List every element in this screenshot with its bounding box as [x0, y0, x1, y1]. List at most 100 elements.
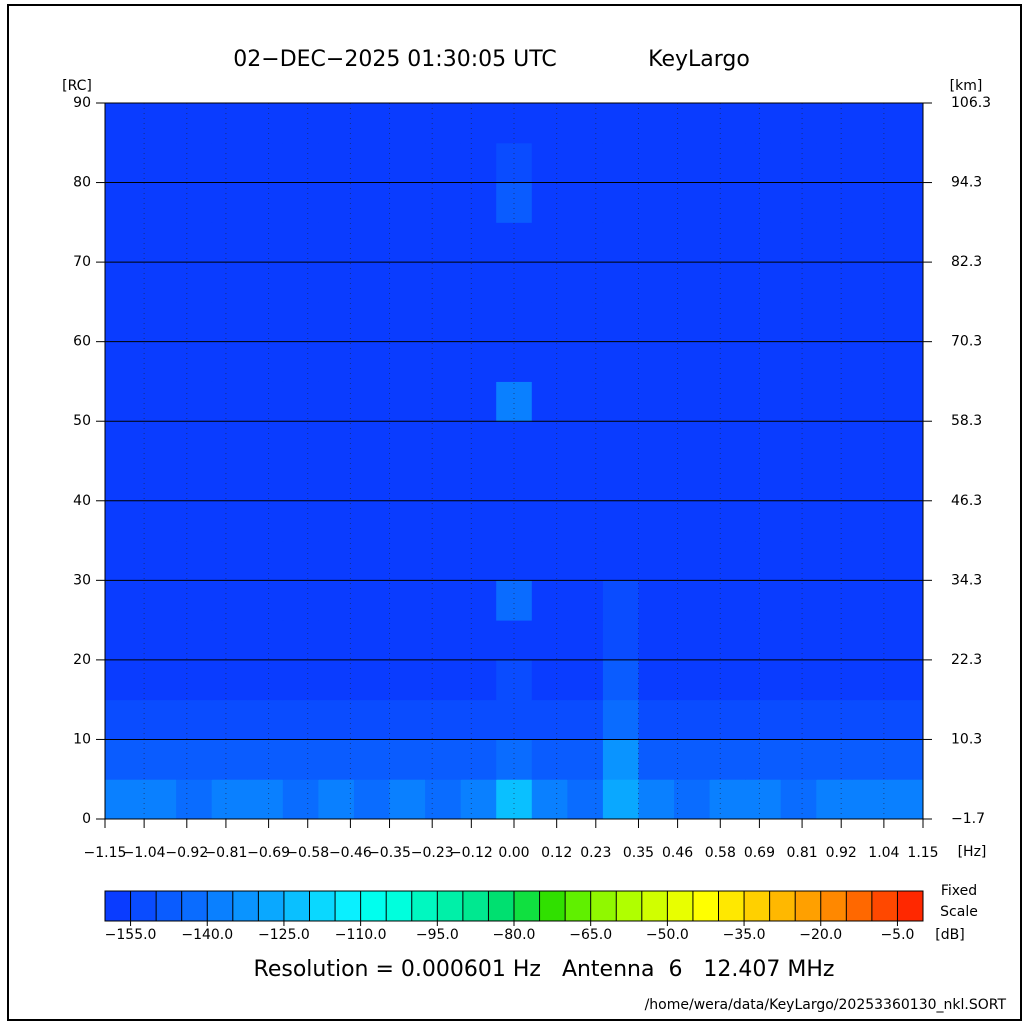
heatmap-cell [247, 262, 284, 303]
heatmap-cell [247, 580, 284, 621]
colorbar-cell [590, 891, 617, 921]
heatmap-cell [816, 301, 853, 343]
heatmap-cell [816, 381, 853, 422]
heatmap-cell [496, 142, 533, 184]
colorbar-tick-label: −125.0 [258, 927, 310, 943]
heatmap-cell [780, 699, 817, 740]
heatmap-cell [105, 699, 142, 740]
heatmap-cell [745, 500, 782, 542]
heatmap-cell [425, 182, 462, 223]
heatmap-cell [211, 301, 248, 343]
heatmap-cell [105, 779, 142, 820]
heatmap-cell [709, 421, 746, 462]
heatmap-cell [460, 659, 497, 701]
colorbar-cell [820, 891, 847, 921]
colorbar-tick-label: −80.0 [493, 927, 536, 943]
heatmap-cell [318, 142, 355, 184]
heatmap-cell [851, 659, 888, 701]
heatmap-cell [176, 182, 213, 223]
heatmap-cell [745, 341, 782, 382]
heatmap-cell [353, 222, 391, 263]
heatmap-cell [638, 381, 675, 422]
y-tick-label: 90 [73, 95, 91, 111]
heatmap-cell [638, 779, 675, 820]
heatmap-cell [531, 580, 568, 621]
heatmap-cell [425, 222, 462, 263]
heatmap-cell [389, 142, 426, 184]
heatmap-cell [780, 262, 817, 303]
heatmap-cell [887, 659, 924, 701]
heatmap-cell [816, 580, 853, 621]
heatmap-cell [709, 182, 746, 223]
heatmap-cell [602, 182, 639, 223]
heatmap-cell [247, 659, 284, 701]
heatmap-cell [531, 301, 568, 343]
heatmap-cell [567, 580, 604, 621]
heatmap-cell [389, 182, 426, 223]
heatmap-cell [247, 779, 284, 820]
heatmap-cell [709, 142, 746, 184]
heatmap-cell [674, 341, 711, 382]
heatmap-cell [638, 341, 675, 382]
heatmap-cell [851, 381, 888, 422]
heatmap-cell [851, 500, 888, 542]
y2-tick-label: 46.3 [951, 493, 982, 509]
y2-tick-label: 10.3 [951, 731, 982, 747]
colorbar-cell [437, 891, 464, 921]
heatmap-cell [780, 182, 817, 223]
heatmap-cell [353, 540, 391, 581]
heatmap-cell [602, 142, 639, 184]
heatmap-cell [816, 500, 853, 542]
heatmap-cell [674, 182, 711, 223]
heatmap-cell [745, 540, 782, 581]
colorbar-tick-label: −5.0 [880, 927, 914, 943]
heatmap-cell [247, 739, 284, 780]
heatmap-cell [176, 341, 213, 382]
x-tick-label: −0.23 [411, 845, 454, 861]
heatmap-cell [816, 540, 853, 581]
x-tick-label: −1.04 [123, 845, 166, 861]
colorbar-tick-label: −95.0 [416, 927, 459, 943]
colorbar-cell [335, 891, 362, 921]
heatmap-cell [602, 222, 639, 263]
heatmap-cell [176, 779, 213, 820]
heatmap-cell [211, 421, 248, 462]
heatmap-cell [211, 461, 248, 502]
heatmap-cell [780, 142, 817, 184]
heatmap-cell [745, 381, 782, 422]
heatmap-cell [353, 381, 391, 422]
heatmap-cell [851, 222, 888, 263]
heatmap-cell [887, 620, 924, 661]
heatmap-cell [602, 540, 639, 581]
y2-tick-label: 58.3 [951, 413, 982, 429]
source-path: /home/wera/data/KeyLargo/20253360130_nkl… [645, 997, 1007, 1013]
colorbar-cell [897, 891, 924, 921]
heatmap-cell [674, 699, 711, 740]
x-axis-label: [Hz] [958, 844, 987, 860]
colorbar-cell [488, 891, 515, 921]
y2-tick-label: 82.3 [951, 254, 982, 270]
heatmap-cell [496, 580, 533, 621]
heatmap-cell [887, 779, 924, 820]
colorbar-cell [309, 891, 336, 921]
heatmap-cell [638, 699, 675, 740]
heatmap-cell [176, 659, 213, 701]
heatmap-cell [140, 222, 177, 263]
heatmap-cell [211, 103, 248, 144]
heatmap-cell [389, 580, 426, 621]
heatmap-cell [282, 659, 319, 701]
x-tick-label: 0.46 [662, 845, 693, 861]
heatmap-cell [211, 620, 248, 661]
y2-axis-label: [km] [950, 78, 983, 94]
heatmap-cell [780, 580, 817, 621]
colorbar-cell [514, 891, 541, 921]
heatmap-cell [887, 262, 924, 303]
heatmap-cell [389, 103, 426, 144]
colorbar-tick-label: −20.0 [799, 927, 842, 943]
heatmap-cell [638, 142, 675, 184]
heatmap-cell [531, 659, 568, 701]
heatmap-cell [282, 222, 319, 263]
heatmap-cell [602, 461, 639, 502]
heatmap-cell [211, 341, 248, 382]
heatmap-cell [887, 461, 924, 502]
